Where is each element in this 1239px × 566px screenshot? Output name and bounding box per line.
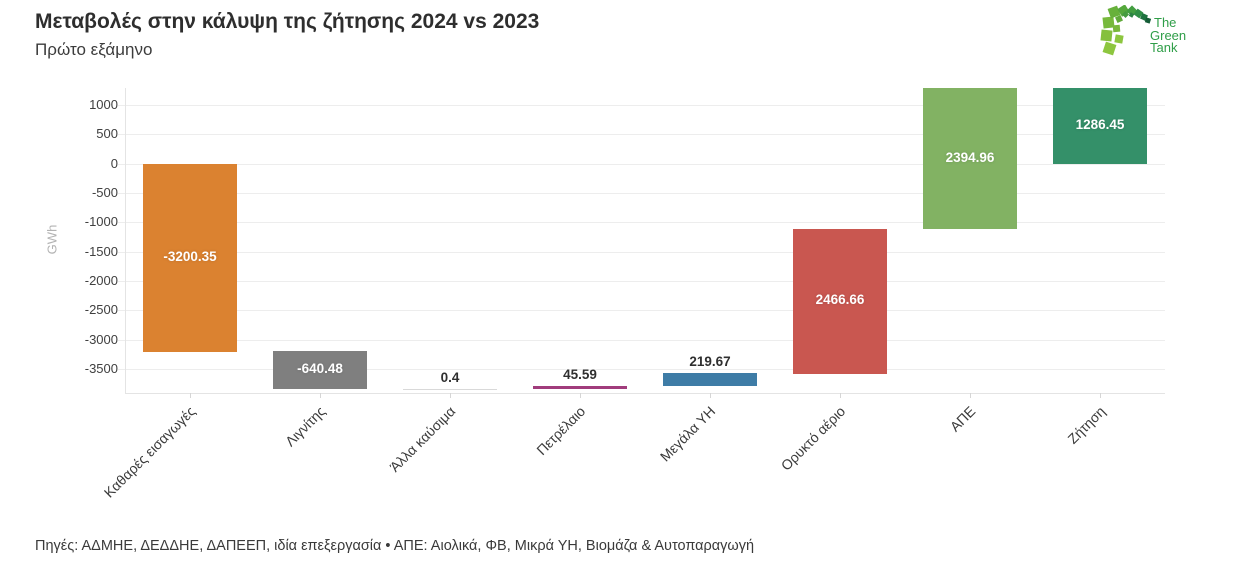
y-axis-title: GWh [44,224,60,254]
green-tank-logo: The Green Tank [1100,4,1192,63]
bar-value-label: -3200.35 [163,248,217,264]
gridline [118,105,1165,106]
gridline [118,281,1165,282]
x-tick [580,393,581,398]
y-tick-label: -500 [91,185,118,200]
gridline [118,369,1165,370]
x-axis-label: ΑΠΕ [946,403,979,435]
y-tick-label: -3500 [84,361,118,376]
x-axis-line [125,393,1165,394]
y-axis-line [125,88,126,393]
logo-text-the: The [1154,15,1176,30]
x-axis-label: Μεγάλα ΥΗ [656,403,719,465]
x-axis-label: Καθαρές εισαγωγές [100,403,199,501]
y-tick-label: 500 [96,126,118,141]
y-tick-label: -1500 [84,244,118,259]
x-axis-label: Άλλα καύσιμα [386,403,459,475]
x-tick [190,393,191,398]
bar[interactable] [923,88,1017,229]
bar-value-label: 45.59 [563,367,597,383]
gridline [118,252,1165,253]
gridline [118,164,1165,165]
bar-value-label: 219.67 [689,354,731,370]
x-tick [450,393,451,398]
y-tick-label: -2000 [84,273,118,288]
gridline [118,310,1165,311]
bar-value-label: 2466.66 [815,292,865,308]
bar[interactable] [403,388,497,390]
logo-text-tank: Tank [1150,40,1178,55]
x-tick [1100,393,1101,398]
green-tank-logo-graphic: The Green Tank [1100,4,1186,56]
x-tick [320,393,321,398]
x-tick [710,393,711,398]
page-subtitle: Πρώτο εξάμηνο [35,40,153,59]
x-tick [970,393,971,398]
bar[interactable] [533,386,627,390]
gridline [118,340,1165,341]
y-tick-label: 1000 [89,97,118,112]
x-axis-label: Πετρέλαιο [533,403,589,459]
bar[interactable] [143,163,237,352]
bar[interactable] [273,351,367,390]
bar-value-label: 1286.45 [1075,117,1125,132]
y-tick-label: 0 [110,156,118,171]
y-tick-label: -2500 [84,302,118,317]
bar-value-label: -640.48 [297,361,343,377]
bar-value-label: 2394.96 [945,149,995,165]
bar[interactable] [793,228,887,374]
gridline [118,193,1165,194]
page-title: Μεταβολές στην κάλυψη της ζήτησης 2024 v… [35,10,540,33]
x-axis-label: Ορυκτό αέριο [777,403,849,474]
gridline [118,222,1165,223]
bar[interactable] [663,373,757,387]
x-tick [840,393,841,398]
source-note: Πηγές: ΑΔΜΗΕ, ΔΕΔΔΗΕ, ΔΑΠΕΕΠ, ιδία επεξε… [35,538,755,554]
y-tick-label: -3000 [84,332,118,347]
gridline [118,134,1165,135]
logo-text-green: Green [1150,28,1186,43]
bar-value-label: 0.4 [440,369,460,385]
x-axis-label: Ζήτηση [1064,403,1109,447]
y-tick-label: -1000 [84,214,118,229]
x-axis-label: Λιγνίτης [281,403,329,450]
bar[interactable] [1053,88,1147,164]
